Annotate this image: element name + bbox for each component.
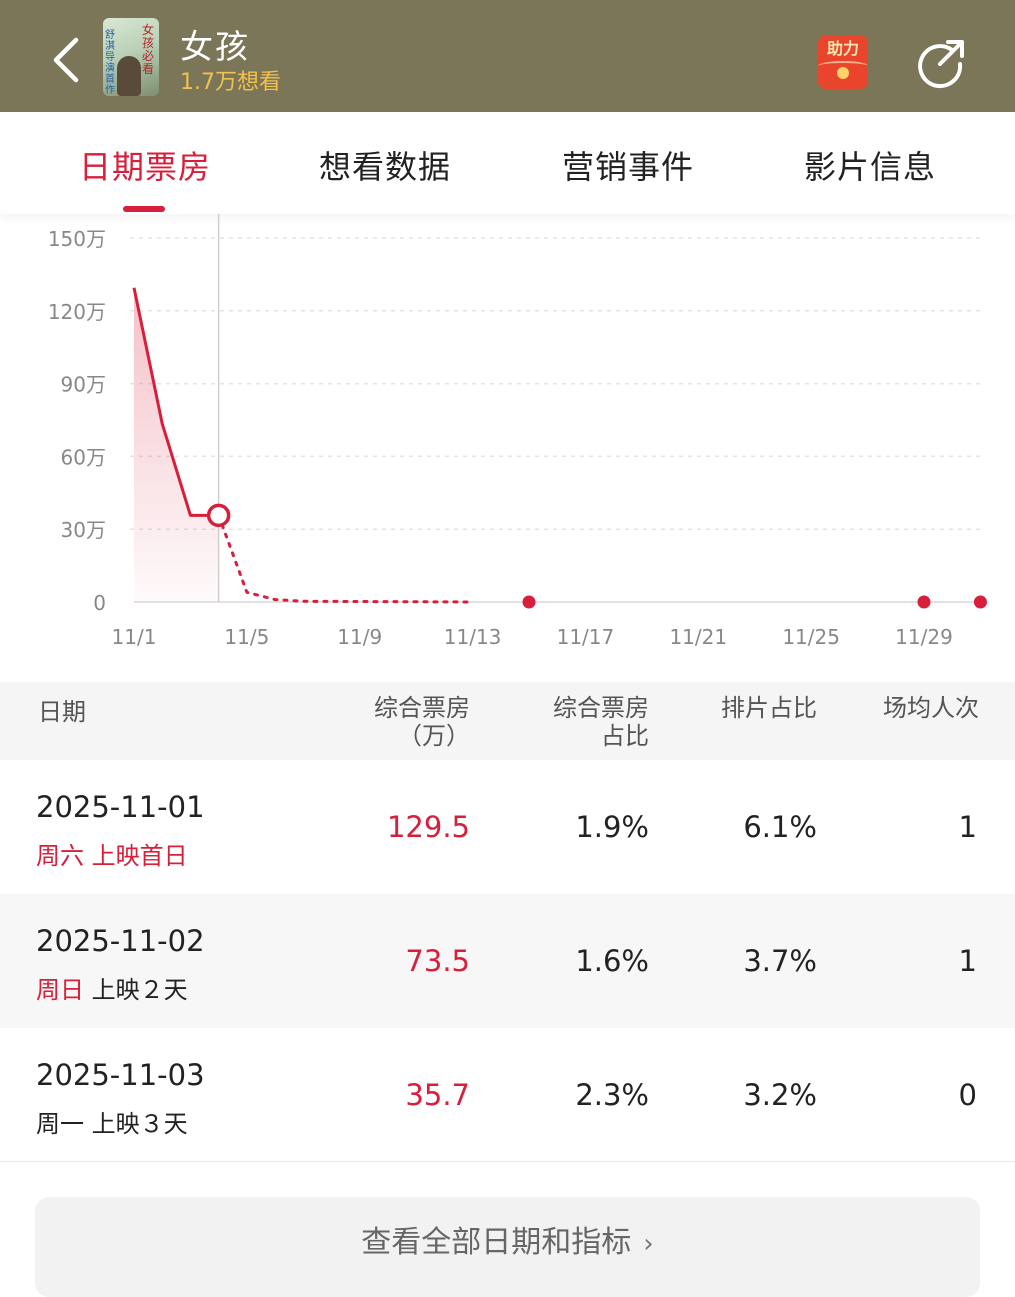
row-release-status: 上映２天 [91,976,188,1004]
tab-daily-box-office[interactable]: 日期票房 [78,148,211,186]
row-day-info: 周一 上映３天 [36,1104,188,1139]
event-marker-dot [522,595,536,609]
row-box-office: 73.5 [405,944,470,978]
row-release-status: 上映首日 [91,842,188,870]
event-marker-dot [973,595,987,609]
row-box-office: 35.7 [405,1078,470,1112]
table-bottom-divider [0,1161,1015,1162]
tab-want-data[interactable]: 想看数据 [318,148,451,186]
col-header-box-office: 综合票房 （万） [320,694,470,750]
tab-film-info[interactable]: 影片信息 [803,148,936,186]
x-tick-label: 11/13 [444,625,502,649]
row-schedule-share: 3.7% [743,944,817,978]
tab-marketing-events[interactable]: 营销事件 [561,148,694,186]
poster-text: 女孩必看 [142,23,155,76]
box-office-chart[interactable]: 0 30万 60万 90万 120万 150万 11/1 11/5 11/9 11/13 11/17… [0,214,1015,682]
y-tick-label: 60万 [61,445,106,469]
row-date: 2025-11-01 [36,790,205,824]
table-row[interactable]: 2025-11-03 周一 上映３天 35.7 2.3% 3.2% 0 [0,1028,1015,1162]
series-area-fill [134,287,219,602]
row-box-office-share: 1.6% [575,944,649,978]
view-all-dates-button[interactable]: 查看全部日期和指标 › [35,1197,980,1297]
top-bar: 女孩必看 舒淇导演首作 女孩 1.7万想看 助力 [0,0,1015,112]
col-header-box-office-line2: （万） [398,722,470,750]
y-tick-label: 90万 [61,373,106,397]
view-all-label: 查看全部日期和指标 [361,1225,632,1260]
col-header-share-line2: 占比 [601,722,649,750]
x-tick-label: 11/21 [669,625,727,649]
col-header-share-line1: 综合票房 [553,694,649,722]
y-tick-label: 120万 [48,300,106,324]
row-box-office-share: 2.3% [575,1078,649,1112]
back-arrow-icon[interactable] [40,30,96,90]
row-avg-attendance: 0 [958,1078,977,1112]
poster-subtext: 舒淇导演首作 [105,30,115,96]
table-row[interactable]: 2025-11-01 周六 上映首日 129.5 1.9% 6.1% 1 [0,760,1015,894]
series-line-dotted [217,513,475,604]
row-avg-attendance: 1 [958,810,977,844]
row-avg-attendance: 1 [958,944,977,978]
col-header-box-office-share: 综合票房 占比 [499,694,649,750]
poster-figure [117,56,141,96]
x-tick-label: 11/5 [224,625,269,649]
row-weekday: 周六 [36,842,84,870]
row-box-office-share: 1.9% [575,810,649,844]
table-row[interactable]: 2025-11-02 周日 上映２天 73.5 1.6% 3.7% 1 [0,894,1015,1028]
row-day-info: 周六 上映首日 [36,836,188,871]
x-tick-label: 11/17 [557,625,615,649]
help-button-label: 助力 [826,39,859,58]
share-icon[interactable] [914,36,968,90]
y-tick-label: 30万 [61,518,106,542]
y-tick-label: 150万 [48,227,106,251]
col-header-schedule-share: 排片占比 [721,694,817,722]
want-count: 1.7万想看 [180,70,281,95]
row-date: 2025-11-02 [36,924,205,958]
active-tab-indicator [123,206,165,212]
series-line-solid [132,287,219,517]
row-date: 2025-11-03 [36,1058,205,1092]
selected-data-point [206,503,231,528]
help-red-packet-button[interactable]: 助力 [818,35,868,89]
x-tick-label: 11/25 [782,625,840,649]
x-tick-label: 11/9 [337,625,382,649]
coin-icon [837,67,849,79]
row-release-status: 上映３天 [91,1110,188,1138]
x-tick-label: 11/29 [895,625,953,649]
box-office-line-chart[interactable]: 0 30万 60万 90万 120万 150万 11/1 11/5 11/9 11/13 11/17… [0,214,1015,682]
x-tick-label: 11/1 [112,625,157,649]
tab-bar: 日期票房 想看数据 营销事件 影片信息 [0,112,1015,214]
col-header-box-office-line1: 综合票房 [374,694,470,722]
table-header: 日期 综合票房 （万） 综合票房 占比 排片占比 场均人次 [0,682,1015,760]
movie-title: 女孩 [180,27,250,66]
row-schedule-share: 3.2% [743,1078,817,1112]
y-tick-label: 0 [93,591,106,615]
red-packet-flap [818,61,868,71]
event-marker-dot [917,595,931,609]
col-header-avg-attendance: 场均人次 [883,694,979,722]
row-day-info: 周日 上映２天 [36,970,188,1005]
col-header-date: 日期 [38,698,86,726]
row-schedule-share: 6.1% [743,810,817,844]
row-weekday: 周日 [36,976,84,1004]
chevron-right-icon: › [643,1229,654,1259]
row-weekday: 周一 [36,1110,84,1138]
row-box-office: 129.5 [386,810,470,844]
movie-poster[interactable]: 女孩必看 舒淇导演首作 [103,18,159,96]
